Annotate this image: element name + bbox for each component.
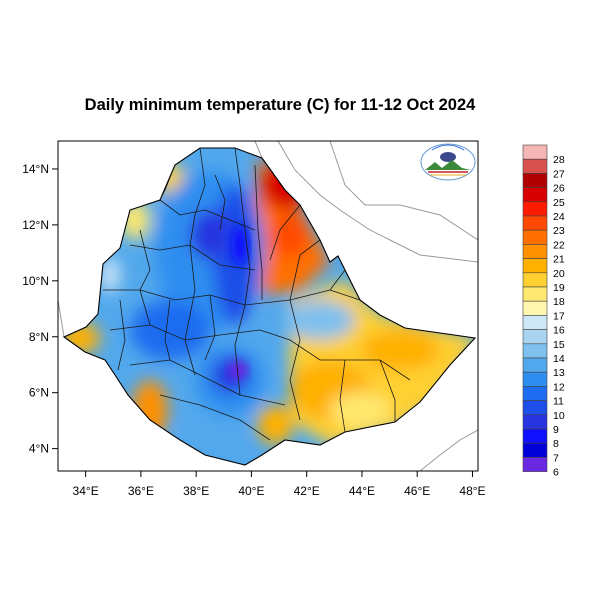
colorbar-swatch: [522, 144, 548, 160]
colorbar-label: 20: [553, 268, 565, 280]
colorbar-swatch: [522, 357, 548, 373]
colorbar-swatch: [522, 187, 548, 203]
colorbar-swatch: [522, 371, 548, 387]
y-tick-label: 10°N: [22, 274, 49, 288]
colorbar-label: 13: [553, 367, 565, 379]
y-tick-label: 6°N: [29, 386, 49, 400]
y-tick-label: 8°N: [29, 330, 49, 344]
colorbar-label: 11: [553, 396, 564, 408]
colorbar-swatch: [522, 272, 548, 288]
colorbar-swatch: [522, 229, 548, 245]
x-tick-label: 48°E: [459, 484, 485, 498]
x-tick-label: 38°E: [183, 484, 209, 498]
colorbar-label: 25: [553, 197, 565, 209]
colorbar-label: 26: [553, 183, 565, 195]
colorbar-label: 9: [553, 424, 559, 436]
y-tick-label: 14°N: [22, 162, 49, 176]
colorbar-swatch: [522, 329, 548, 345]
colorbar-label: 27: [553, 168, 565, 180]
colorbar-label: 19: [553, 282, 565, 294]
y-tick-label: 12°N: [22, 218, 49, 232]
colorbar-label: 28: [553, 154, 565, 166]
x-tick-label: 36°E: [128, 484, 154, 498]
colorbar-swatch: [522, 386, 548, 401]
colorbar-swatch: [522, 300, 548, 316]
colorbar-label: 6: [553, 467, 559, 479]
x-tick-label: 46°E: [404, 484, 430, 498]
colorbar-swatch: [522, 158, 548, 174]
y-tick-label: 4°N: [29, 442, 49, 456]
colorbar-swatch: [522, 400, 548, 416]
ethiopian-meteorology-logo: [420, 143, 476, 181]
colorbar-swatch: [522, 286, 548, 302]
colorbar-swatch: [522, 215, 548, 231]
colorbar-label: 18: [553, 296, 565, 308]
colorbar-swatch: [522, 428, 548, 444]
colorbar-swatch: [522, 258, 548, 274]
x-tick-label: 34°E: [73, 484, 99, 498]
colorbar-label: 14: [553, 353, 565, 365]
colorbar-label: 23: [553, 225, 565, 237]
colorbar-label: 21: [553, 254, 565, 266]
colorbar-label: 10: [553, 410, 565, 422]
x-tick-label: 44°E: [349, 484, 375, 498]
map-title: Daily minimum temperature (C) for 11-12 …: [84, 96, 476, 114]
colorbar-swatch: [522, 414, 548, 430]
colorbar-label: 24: [553, 211, 565, 223]
colorbar-label: 8: [553, 438, 559, 450]
colorbar-swatch: [522, 457, 548, 472]
x-tick-label: 40°E: [238, 484, 264, 498]
colorbar-label: 15: [553, 339, 565, 351]
map-frame-border: [57, 140, 479, 472]
colorbar-label: 22: [553, 239, 565, 251]
colorbar-swatch: [522, 343, 548, 359]
y-axis: 4°N 6°N 8°N 10°N 12°N 14°N: [22, 162, 58, 456]
colorbar-swatch: [522, 442, 548, 458]
colorbar-label: 12: [553, 381, 565, 393]
colorbar: 28 27 26 25 24 23 22 21 20 19 18 17 16 15 14 13 12 11 10 9 8…: [522, 144, 565, 479]
zone-boundaries: [103, 148, 411, 441]
x-tick-label: 42°E: [294, 484, 320, 498]
colorbar-swatch: [522, 173, 548, 188]
colorbar-swatch: [522, 315, 548, 330]
colorbar-label: 7: [553, 452, 559, 464]
colorbar-swatch: [522, 201, 548, 217]
x-axis: 34°E 36°E 38°E 40°E 42°E 44°E 46°E 48°E: [73, 471, 486, 498]
colorbar-label: 16: [553, 325, 565, 337]
colorbar-swatch: [522, 244, 548, 259]
colorbar-label: 17: [553, 310, 565, 322]
